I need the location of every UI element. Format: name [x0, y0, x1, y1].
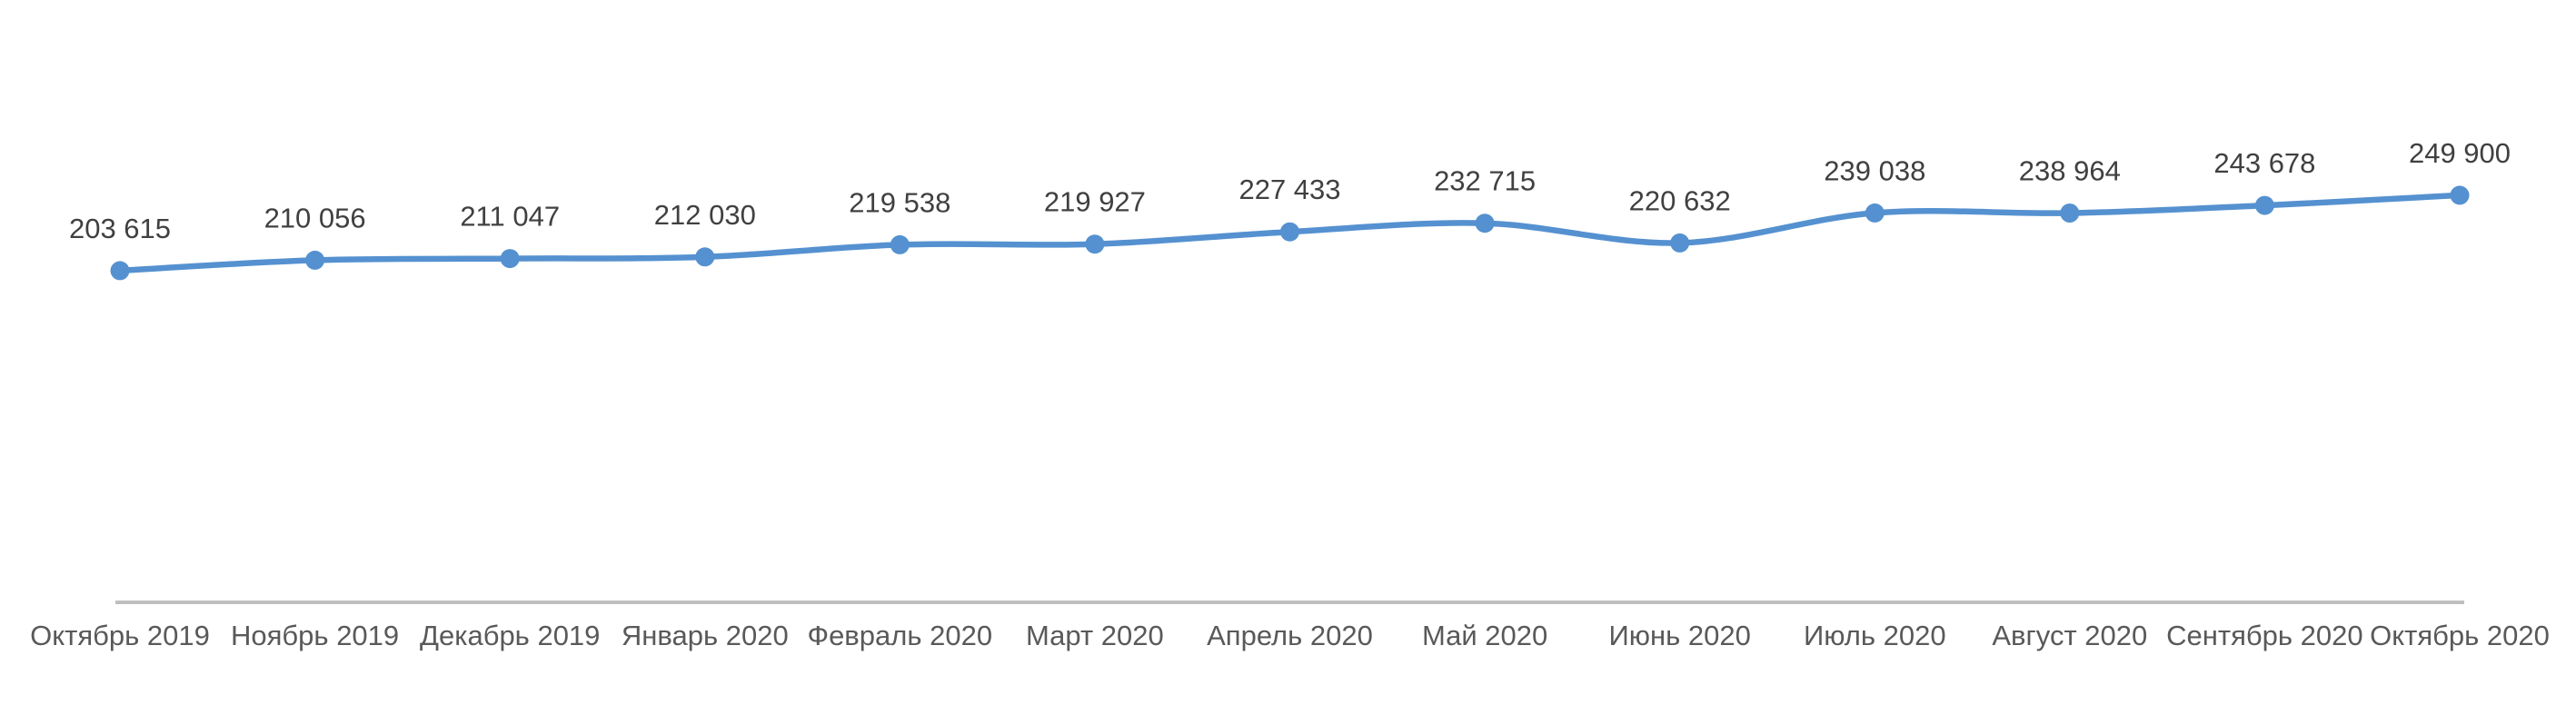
x-axis-label: Март 2020: [1026, 620, 1164, 651]
x-axis-label: Декабрь 2019: [420, 620, 600, 651]
x-axis-label: Февраль 2020: [808, 620, 993, 651]
x-axis-label: Октябрь 2020: [2370, 620, 2550, 651]
data-point-marker: [2254, 195, 2274, 215]
x-axis-label: Июнь 2020: [1609, 620, 1751, 651]
x-axis-label: Май 2020: [1422, 620, 1547, 651]
data-point-label: 203 615: [69, 213, 171, 244]
data-point-marker: [110, 261, 130, 281]
data-point-marker: [2060, 204, 2080, 223]
data-point-marker: [1475, 213, 1495, 233]
x-axis-label: Октябрь 2019: [30, 620, 210, 651]
data-point-marker: [695, 247, 715, 267]
data-point-label: 219 927: [1044, 186, 1146, 218]
data-point-label: 220 632: [1629, 184, 1731, 216]
x-axis-label: Ноябрь 2019: [231, 620, 399, 651]
data-point-label: 249 900: [2409, 137, 2511, 169]
data-point-label: 211 047: [460, 201, 560, 233]
data-point-marker: [305, 250, 325, 270]
data-point-marker: [1865, 203, 1885, 223]
data-point-marker: [1085, 234, 1105, 254]
data-point-label: 212 030: [654, 199, 756, 231]
data-point-marker: [2450, 185, 2470, 205]
data-point-label: 239 038: [1824, 154, 1925, 186]
data-point-marker: [1670, 233, 1690, 253]
data-point-label: 238 964: [2019, 155, 2121, 187]
data-point-label: 210 056: [264, 202, 366, 233]
data-point-marker: [500, 249, 520, 269]
data-point-marker: [890, 234, 910, 254]
data-point-label: 232 715: [1434, 165, 1536, 197]
x-axis-label: Апрель 2020: [1207, 620, 1373, 651]
data-point-label: 227 433: [1238, 174, 1340, 205]
x-axis-label: Август 2020: [1992, 620, 2147, 651]
data-point-marker: [1280, 222, 1299, 242]
x-axis-label: Январь 2020: [622, 620, 789, 651]
data-point-label: 219 538: [849, 186, 950, 218]
x-axis-label: Июль 2020: [1804, 620, 1946, 651]
data-point-label: 243 678: [2213, 147, 2315, 179]
x-axis-label: Сентябрь 2020: [2166, 620, 2362, 651]
